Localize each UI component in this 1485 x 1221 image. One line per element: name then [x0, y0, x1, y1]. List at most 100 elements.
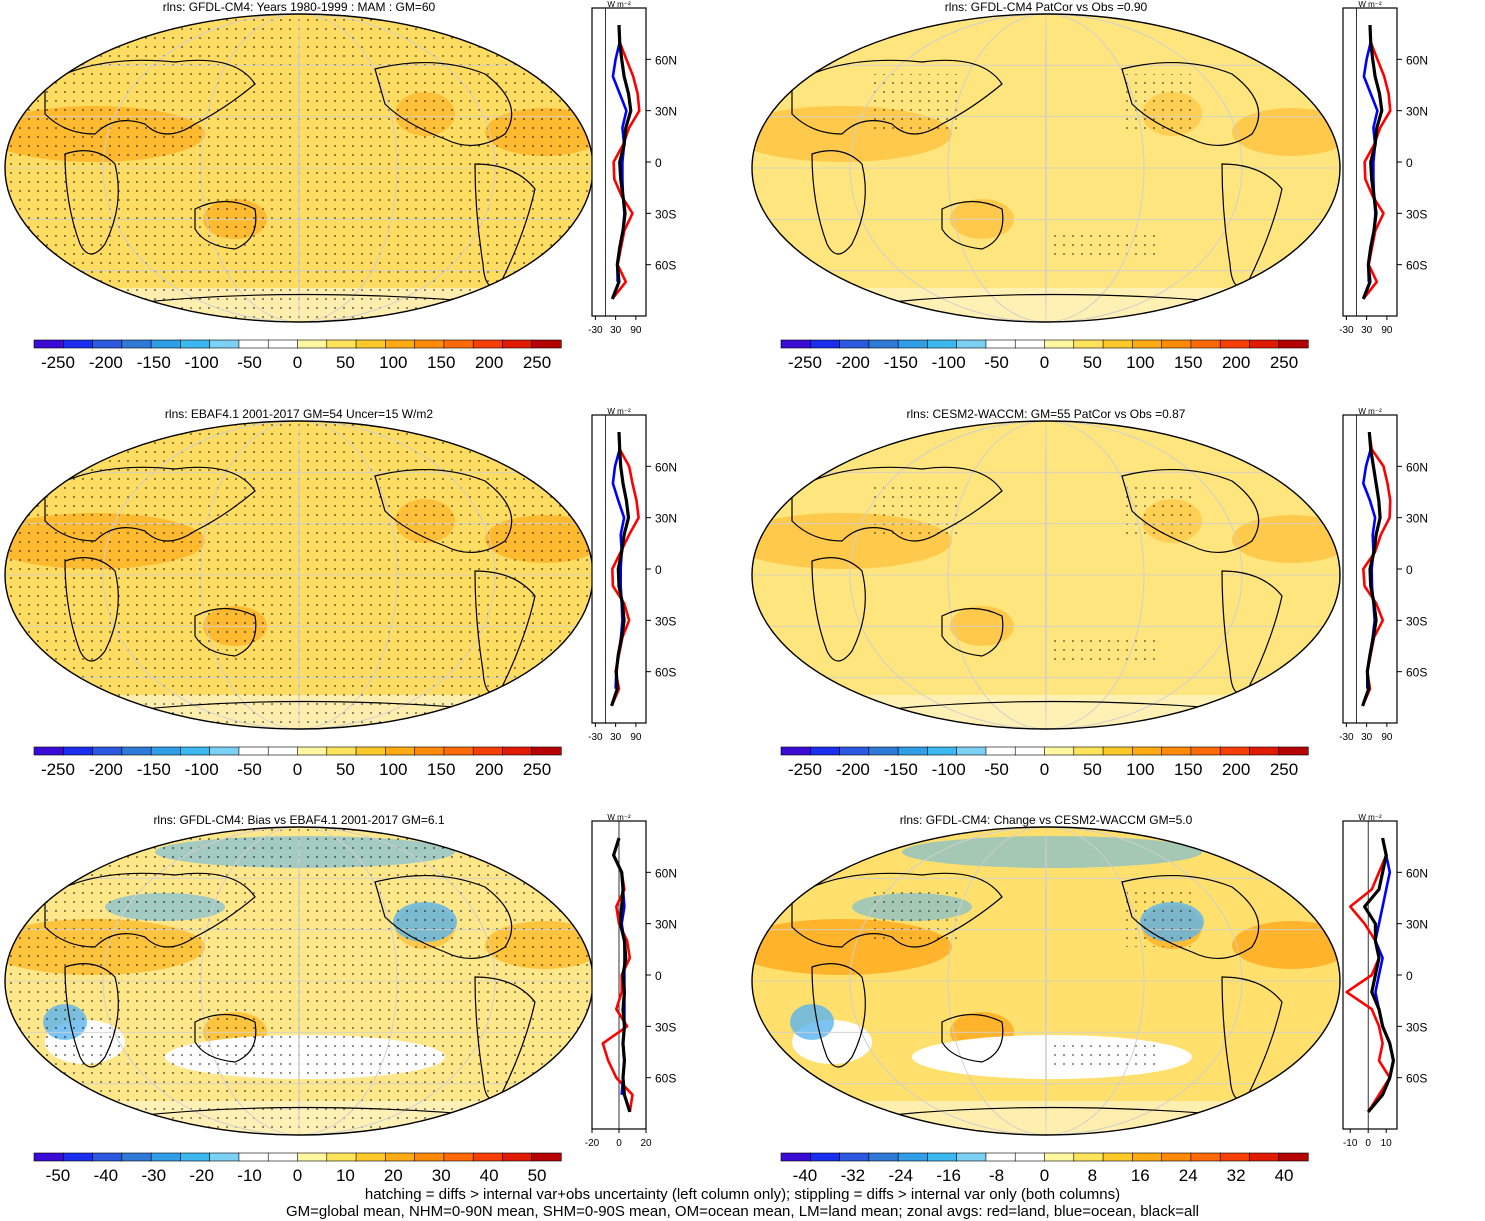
- stippling: [1122, 887, 1192, 947]
- colorbar-label: 50: [336, 353, 355, 372]
- zonal-panel: W m⁻² 60N 30N 0 30S 60S -30 30 90: [588, 407, 677, 743]
- lat-label: 0: [1406, 156, 1413, 170]
- colorbar-label: 100: [1126, 353, 1154, 372]
- colorbar-swatch: [1044, 746, 1075, 756]
- colorbar-label: 150: [1174, 760, 1202, 779]
- continent-outline: [941, 1013, 1004, 1063]
- colorbar-swatch: [92, 746, 123, 756]
- lat-label: 30N: [1406, 105, 1428, 119]
- coastlines: [791, 872, 1283, 1120]
- x-tick-label: 10: [1381, 1138, 1393, 1149]
- zonal-units: W m⁻²: [1358, 407, 1382, 416]
- x-tick-label: 90: [1381, 732, 1393, 743]
- polar-band: [752, 288, 1340, 322]
- colorbar-label: -50: [984, 353, 1009, 372]
- colorbar-swatch: [414, 339, 445, 349]
- continent-outline: [791, 466, 1003, 542]
- longitude-line: [849, 827, 1243, 1135]
- colorbar-label: -32: [841, 1166, 866, 1185]
- colorbar-label: -200: [836, 760, 870, 779]
- panel-3: rlns: EBAF4.1 2001-2017 GM=54 Uncer=15 W…: [4, 407, 677, 779]
- colorbar-swatch: [1278, 1152, 1309, 1162]
- colorbar-swatch: [809, 1152, 841, 1162]
- colorbar-label: 20: [384, 1166, 403, 1185]
- colorbar-swatch: [414, 1152, 445, 1162]
- x-tick-label: -30: [1339, 325, 1354, 336]
- colorbar-swatch: [355, 746, 386, 756]
- colorbar-label: -150: [137, 353, 171, 372]
- panel-2: rlns: GFDL-CM4 PatCor vs Obs =0.90-250 -2…: [751, 0, 1428, 372]
- longitude-line: [947, 14, 1145, 322]
- colorbar-swatch: [1014, 1152, 1046, 1162]
- zonal-panel: W m⁻² 60N 30N 0 30S 60S -10 0 10: [1342, 813, 1428, 1149]
- zonal-units: W m⁻²: [1358, 0, 1382, 9]
- colorbar-label: -200: [836, 353, 870, 372]
- colorbar-label: 10: [336, 1166, 355, 1185]
- colorbar-swatch: [1014, 339, 1046, 349]
- colorbar-swatch: [385, 1152, 416, 1162]
- colorbar-swatch: [1190, 339, 1221, 349]
- stippling: [872, 887, 962, 942]
- colorbar-swatch: [897, 746, 928, 756]
- graticule: [752, 421, 1340, 729]
- continent-outline: [811, 557, 866, 662]
- colorbar-label: 150: [427, 353, 455, 372]
- map-border: [751, 826, 1341, 1136]
- colorbar-label: 40: [1275, 1166, 1294, 1185]
- colorbar-label: 200: [1222, 760, 1250, 779]
- continent-outline: [374, 468, 513, 554]
- polar-band: [752, 695, 1340, 729]
- colorbar-label: 16: [1131, 1166, 1150, 1185]
- colorbar-label: -250: [788, 760, 822, 779]
- continent-outline: [374, 874, 513, 960]
- map-field: [752, 827, 1340, 1135]
- colorbar-swatch: [531, 339, 562, 349]
- lat-label: 60N: [655, 460, 677, 474]
- colorbar: -250 -200 -150 -100 -50 0 50 100 150 200 250: [780, 746, 1309, 779]
- longitude-line: [298, 421, 300, 729]
- lat-label: 60S: [655, 1072, 676, 1086]
- colorbar-label: 40: [480, 1166, 499, 1185]
- lat-label: 30N: [655, 918, 677, 932]
- colorbar-swatch: [956, 1152, 987, 1162]
- panel-title: rlns: GFDL-CM4: Years 1980-1999 : MAM : …: [163, 0, 436, 14]
- panel-title: rlns: GFDL-CM4 PatCor vs Obs =0.90: [945, 0, 1148, 14]
- continent-outline: [1121, 61, 1260, 147]
- colorbar-label: 250: [1270, 760, 1298, 779]
- longitude-line: [1045, 827, 1047, 1135]
- colorbar-label: -150: [137, 760, 171, 779]
- warm-band: [1232, 921, 1340, 969]
- colorbar-swatch: [92, 339, 123, 349]
- continent-outline: [44, 872, 256, 948]
- colorbar-swatch: [297, 1152, 328, 1162]
- colorbar-swatch: [355, 1152, 386, 1162]
- x-tick-label: -30: [588, 732, 603, 743]
- colorbar: -250 -200 -150 -100 -50 0 50 100 150 200 250: [780, 339, 1309, 372]
- x-tick-label: -20: [585, 1138, 600, 1149]
- x-tick-label: 20: [640, 1138, 652, 1149]
- lat-label: 30N: [1406, 512, 1428, 526]
- graticule: [5, 421, 593, 729]
- panel-1: rlns: GFDL-CM4: Years 1980-1999 : MAM : …: [4, 0, 677, 372]
- colorbar-swatch: [472, 1152, 504, 1162]
- zonal-units: W m⁻²: [607, 407, 631, 416]
- colorbar-swatch: [897, 339, 928, 349]
- longitude-line: [200, 14, 398, 322]
- colorbar-swatch: [927, 746, 958, 756]
- continent-outline: [64, 150, 119, 255]
- zonal-land-line: [1345, 837, 1392, 1113]
- colorbar-swatch: [33, 746, 64, 756]
- x-tick-label: -30: [1339, 732, 1354, 743]
- colorbar: -250 -200 -150 -100 -50 0 50 100 150 200 250: [33, 746, 562, 779]
- colorbar-label: -200: [89, 353, 123, 372]
- colorbar: -40 -32 -24 -16 -8 0 8 16 24 32 40: [780, 1152, 1309, 1185]
- colorbar-swatch: [868, 746, 899, 756]
- panel-title: rlns: CESM2-WACCM: GM=55 PatCor vs Obs =…: [907, 407, 1186, 421]
- colorbar-swatch: [1161, 1152, 1192, 1162]
- colorbar-swatch: [1278, 339, 1309, 349]
- lat-label: 30S: [1406, 1020, 1427, 1034]
- colorbar-swatch: [1102, 746, 1133, 756]
- colorbar-swatch: [121, 1152, 152, 1162]
- zonal-all-line: [610, 432, 631, 707]
